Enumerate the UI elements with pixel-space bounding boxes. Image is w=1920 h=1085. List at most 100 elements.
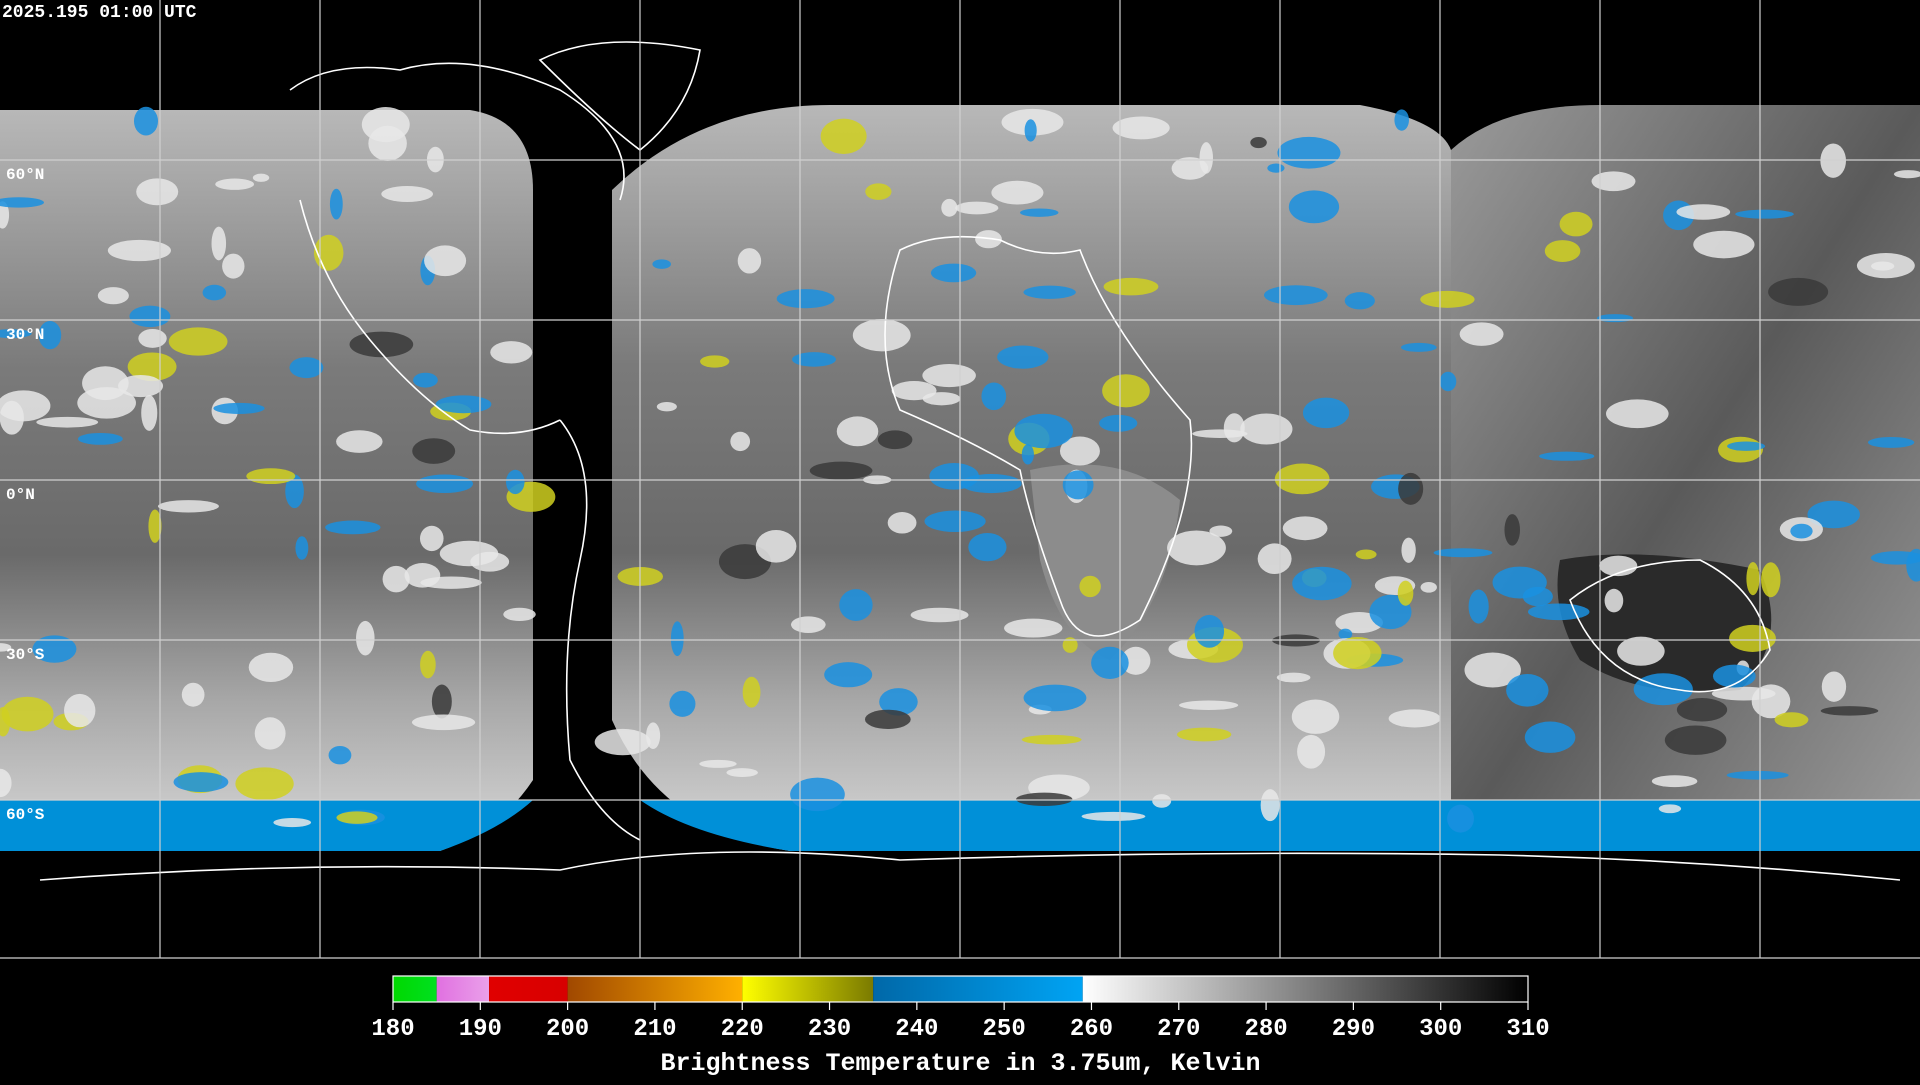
cloud-blob — [1333, 637, 1382, 670]
cloud-blob — [1727, 441, 1766, 451]
cloud-blob — [1167, 530, 1226, 566]
cloud-blob — [32, 635, 77, 663]
cloud-blob — [1726, 770, 1789, 780]
cloud-blob — [1420, 581, 1437, 593]
cloud-blob — [1062, 470, 1094, 500]
coastline — [1569, 559, 1771, 693]
cloud-blob — [1355, 549, 1377, 560]
cloud-blob — [824, 662, 873, 688]
cloud-blob — [412, 438, 456, 464]
cloud-blob — [699, 759, 737, 768]
cloud-blob — [1062, 637, 1078, 653]
cloud-blob — [382, 565, 410, 593]
cloud-blob — [235, 767, 294, 801]
colorbar-tick-label: 240 — [895, 1016, 938, 1043]
cloud-blob — [1024, 119, 1037, 142]
cloud-blob — [97, 287, 129, 305]
cloud-blob — [1401, 537, 1416, 563]
cloud-blob — [1276, 672, 1311, 683]
cloud-blob — [955, 201, 999, 215]
cloud-blob — [839, 589, 873, 621]
cloud-blob — [1528, 603, 1590, 621]
cloud-blob — [289, 357, 324, 379]
cloud-blob — [726, 768, 758, 778]
cloud-blob — [361, 106, 410, 143]
cloud-blob — [864, 709, 911, 730]
cloud-blob — [1539, 451, 1595, 461]
cloud-blob — [36, 416, 99, 428]
latitude-label: 60°N — [6, 166, 44, 184]
cloud-blob — [416, 474, 474, 494]
cloud-blob — [820, 118, 867, 154]
cloud-blob — [107, 239, 171, 262]
cloud-blob — [1856, 253, 1915, 279]
cloud-blob — [222, 253, 245, 279]
timestamp: 2025.195 01:00 UTC — [2, 3, 197, 23]
cloud-blob — [1820, 706, 1879, 716]
cloud-blob — [755, 529, 797, 563]
cloud-blob — [997, 345, 1049, 369]
cloud-blob — [1023, 684, 1087, 712]
cloud-blob — [1735, 209, 1794, 219]
colorbar-tick-label: 290 — [1332, 1016, 1375, 1043]
cloud-blob — [420, 576, 482, 589]
cloud-blob — [127, 352, 177, 382]
coastline — [884, 235, 1193, 637]
cloud-blob — [1433, 548, 1493, 558]
cloud-blob — [420, 650, 436, 679]
cloud-blob — [1171, 157, 1209, 180]
latitude-label: 0°N — [6, 486, 35, 504]
latitude-label: 30°N — [6, 326, 44, 344]
cloud-blob — [652, 259, 671, 269]
cloud-blob — [924, 510, 986, 533]
cloud-blob — [646, 722, 661, 750]
cloud-blob — [1400, 342, 1437, 352]
cloud-blob — [173, 772, 229, 792]
cloud-blob — [865, 183, 892, 200]
cloud-blob — [1102, 374, 1150, 408]
cloud-blob — [77, 432, 123, 445]
cloud-blob — [1807, 500, 1860, 529]
colorbar-segment — [436, 976, 490, 1002]
colorbar-title: Brightness Temperature in 3.75um, Kelvin — [660, 1049, 1260, 1078]
cloud-blob — [852, 319, 911, 352]
cloud-blob — [313, 234, 344, 271]
cloud-blob — [1820, 143, 1846, 178]
cloud-blob — [1617, 636, 1665, 666]
cloud-blob — [246, 468, 296, 485]
cloud-blob — [381, 186, 434, 202]
cloud-blob — [1768, 277, 1829, 306]
graticule — [0, 0, 1920, 959]
cloud-blob — [329, 188, 343, 220]
cloud-blob — [1397, 580, 1414, 606]
cloud-blob — [248, 652, 294, 682]
cloud-blob — [670, 621, 684, 657]
cloud-blob — [1504, 514, 1521, 546]
cloud-blob — [295, 536, 309, 560]
cloud-blob — [1651, 775, 1698, 788]
cloud-blob — [1658, 804, 1682, 814]
cloud-blob — [1004, 618, 1063, 638]
colorbar-tick-label: 190 — [459, 1016, 502, 1043]
cloud-blob — [991, 180, 1044, 205]
cloud-blob — [730, 431, 751, 452]
cloud-blob — [1021, 734, 1082, 745]
cloud-blob — [252, 173, 270, 182]
cloud-blob — [1599, 555, 1638, 577]
cloud-blob — [1676, 698, 1728, 722]
cloud-blob — [1277, 136, 1341, 169]
cloud-blob — [594, 728, 651, 756]
cloud-blob — [254, 717, 286, 750]
colorbar-tick-label: 260 — [1070, 1016, 1113, 1043]
cloud-blob — [1606, 399, 1669, 429]
colorbar-segment — [567, 976, 743, 1002]
cloud-blob — [413, 372, 438, 388]
cloud-blobs — [0, 106, 1920, 833]
cloud-blob — [77, 387, 136, 419]
colorbar-tick-label: 280 — [1244, 1016, 1287, 1043]
cloud-blob — [505, 469, 525, 495]
cloud-blob — [325, 520, 381, 535]
latitude-labels: 60°N 30°N 0°N 30°S 60°S — [6, 166, 45, 824]
cloud-blob — [1292, 566, 1352, 601]
cloud-blob — [1338, 628, 1353, 640]
